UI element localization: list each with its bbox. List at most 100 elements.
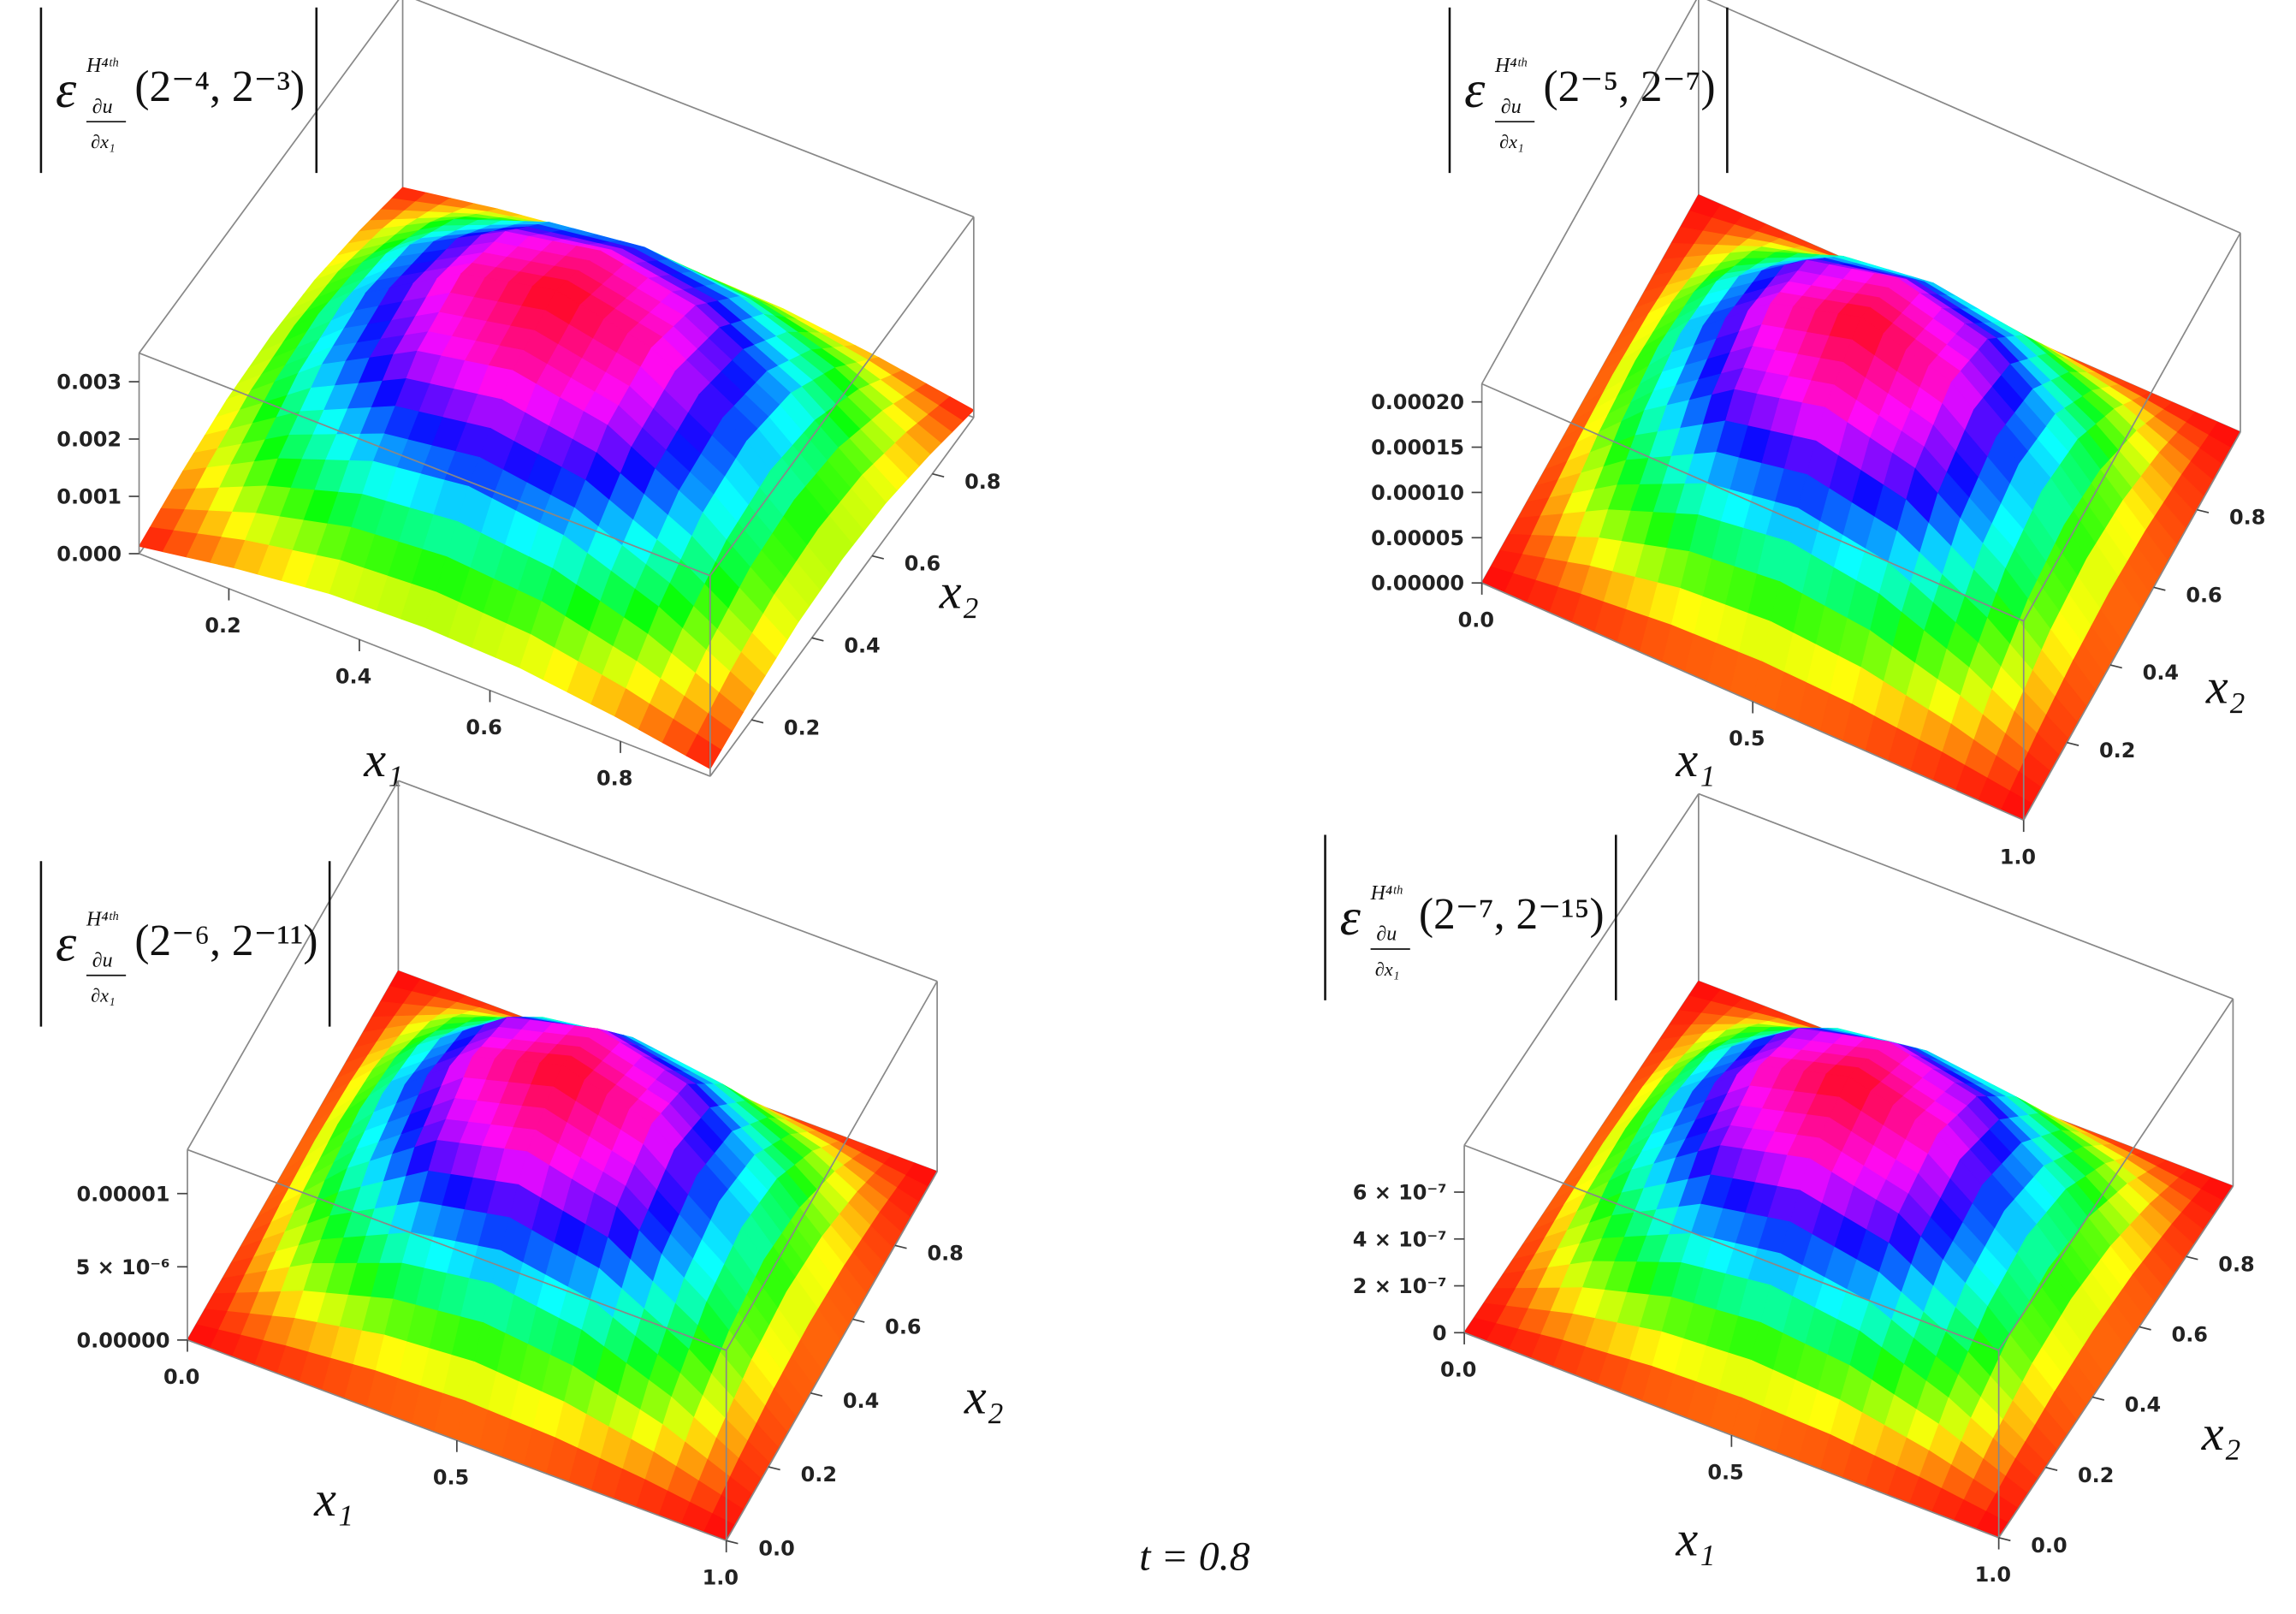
x-tick-label: 0.5 [1729, 727, 1765, 751]
y-tick [2186, 1255, 2198, 1261]
y-tick-label: 0.2 [801, 1463, 837, 1486]
title-superscript: H⁴ᵗʰ [86, 909, 119, 931]
y-tick-label: 0.6 [2186, 583, 2222, 607]
z-tick-label: 4 × 10⁻⁷ [1353, 1227, 1447, 1251]
y-tick [2067, 741, 2079, 746]
box-edge [709, 216, 975, 577]
box-edge [2022, 232, 2241, 622]
z-tick-label: 0.00015 [1371, 436, 1464, 460]
y-tick-label: 0.6 [2172, 1323, 2208, 1347]
y-tick-label: 0.0 [2031, 1534, 2067, 1558]
y-tick-label: 0.2 [784, 715, 820, 739]
y-axis-label: x₂ [2205, 659, 2246, 715]
z-tick-label: 0.00001 [76, 1182, 169, 1206]
z-tick-label: 0.00020 [1371, 390, 1464, 414]
x-axis-label: x₁ [313, 1471, 353, 1527]
x-tick-label: 0.2 [205, 614, 240, 638]
box-edge [2022, 431, 2241, 821]
x-tick-label: 0.4 [335, 665, 371, 689]
x-tick-label: 0.0 [163, 1365, 199, 1389]
box-edge [1480, 0, 1698, 384]
title-superscript: H⁴ᵗʰ [86, 55, 119, 77]
box-edge [1463, 793, 1700, 1146]
z-tick-label: 0.00010 [1371, 481, 1464, 505]
y-tick [768, 1466, 780, 1471]
title-numerator: ∂u [1376, 923, 1397, 946]
x-axis-label: x₁ [1675, 732, 1715, 787]
box-edge [725, 981, 938, 1351]
y-tick [932, 472, 945, 478]
box-edge [1997, 1185, 2234, 1539]
x-tick-label: 0.8 [596, 767, 632, 791]
title-numerator: ∂u [92, 950, 113, 972]
x-tick-label: 1.0 [2000, 846, 2036, 869]
x-tick-label: 0.5 [433, 1465, 469, 1489]
chart-title: (2⁻⁴, 2⁻³) [134, 62, 305, 111]
title-symbol: ε [56, 915, 77, 973]
title-denominator: ∂x₁ [1375, 958, 1400, 980]
box-edge [139, 352, 711, 577]
y-tick-label: 0.8 [964, 470, 1000, 494]
x-tick-label: 1.0 [1975, 1563, 2011, 1587]
title-symbol: ε [56, 61, 77, 119]
title-symbol: ε [1340, 888, 1362, 946]
z-tick-label: 0.00000 [76, 1328, 169, 1352]
y-tick [894, 1244, 907, 1249]
z-tick-label: 0.002 [56, 428, 122, 452]
box-edge [187, 780, 400, 1150]
y-tick [871, 555, 884, 560]
chart-title: (2⁻⁶, 2⁻¹¹) [134, 917, 317, 965]
y-tick-label: 0.4 [843, 1389, 879, 1413]
y-tick-label: 0.4 [2143, 661, 2179, 685]
y-tick [2197, 508, 2210, 513]
y-tick-label: 0.6 [905, 552, 940, 576]
y-tick-label: 0.2 [2099, 739, 2135, 762]
y-tick [2045, 1466, 2058, 1471]
y-tick-label: 0.8 [927, 1241, 963, 1265]
box-edge [725, 1171, 938, 1541]
title-superscript: H⁴ᵗʰ [1370, 882, 1403, 905]
box-edge [187, 1148, 727, 1351]
y-tick [726, 1540, 739, 1545]
z-tick-label: 0.003 [56, 371, 122, 395]
x-tick-label: 0.0 [1440, 1358, 1476, 1382]
y-tick-label: 0.0 [758, 1536, 794, 1560]
z-tick-label: 0.00000 [1371, 572, 1464, 596]
z-tick-label: 5 × 10⁻⁶ [76, 1255, 170, 1279]
y-tick-label: 0.2 [2078, 1463, 2114, 1487]
title-denominator: ∂x₁ [1499, 131, 1524, 152]
y-axis-label: x₂ [2201, 1405, 2241, 1461]
title-superscript: H⁴ᵗʰ [1494, 55, 1528, 77]
y-tick [2153, 586, 2166, 591]
title-numerator: ∂u [92, 96, 113, 118]
x-axis-label: x₁ [363, 732, 403, 787]
x-tick-label: 0.5 [1707, 1460, 1743, 1484]
z-tick-label: 6 × 10⁻⁷ [1353, 1181, 1447, 1205]
y-tick-label: 0.4 [844, 633, 880, 657]
y-tick [751, 719, 764, 724]
x-tick-label: 0.6 [466, 715, 501, 739]
box-edge [398, 780, 938, 982]
y-tick [2109, 664, 2122, 669]
z-tick-label: 0.001 [56, 485, 122, 509]
y-tick [1998, 1537, 2011, 1542]
surface-patch [685, 733, 722, 770]
box-edge [1481, 383, 2025, 622]
z-tick-label: 0.000 [56, 543, 122, 567]
y-axis-label: x₂ [939, 563, 979, 619]
y-axis-label: x₂ [964, 1368, 1004, 1424]
box-edge [138, 0, 400, 354]
box-edge [1997, 998, 2234, 1351]
time-annotation: t = 0.8 [1139, 1534, 1250, 1579]
y-tick [2139, 1326, 2151, 1331]
y-tick [811, 637, 824, 642]
chart-title: (2⁻⁵, 2⁻⁷) [1543, 62, 1715, 111]
z-tick-label: 0.00005 [1371, 526, 1464, 550]
box-edge [1706, 0, 2241, 234]
y-tick [810, 1391, 823, 1397]
box-edge [709, 417, 975, 777]
y-tick [852, 1318, 865, 1323]
z-tick-label: 2 × 10⁻⁷ [1353, 1274, 1447, 1298]
box-edge [139, 553, 711, 777]
x-tick-label: 0.0 [1458, 608, 1494, 632]
